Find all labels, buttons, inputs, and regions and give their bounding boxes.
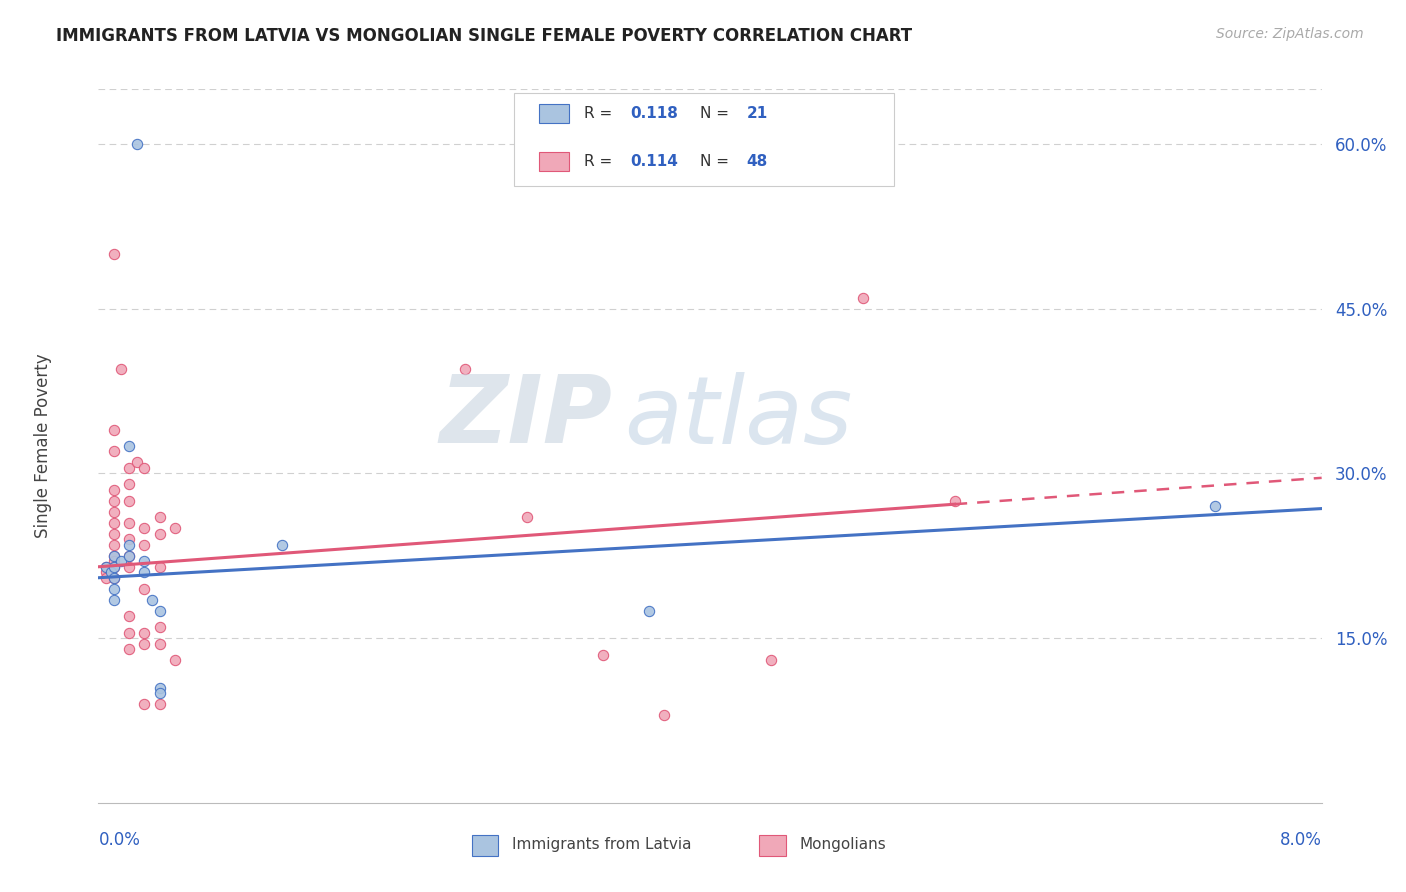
Point bbox=[103, 554, 125, 568]
Text: Single Female Poverty: Single Female Poverty bbox=[34, 354, 52, 538]
Point bbox=[94, 559, 117, 574]
Point bbox=[134, 554, 156, 568]
Text: ZIP: ZIP bbox=[439, 371, 612, 464]
Point bbox=[149, 697, 172, 711]
Point bbox=[118, 439, 141, 453]
Text: N =: N = bbox=[700, 154, 734, 169]
Point bbox=[149, 637, 172, 651]
Text: 48: 48 bbox=[747, 154, 768, 169]
Point bbox=[134, 637, 156, 651]
Point bbox=[516, 510, 538, 524]
Point bbox=[103, 592, 125, 607]
Point bbox=[94, 566, 117, 580]
Bar bbox=[538, 152, 569, 171]
FancyBboxPatch shape bbox=[515, 93, 893, 186]
Text: 0.0%: 0.0% bbox=[98, 831, 141, 849]
Point bbox=[134, 538, 156, 552]
Point bbox=[118, 494, 141, 508]
Point bbox=[103, 505, 125, 519]
Point bbox=[103, 516, 125, 530]
Point bbox=[163, 521, 186, 535]
Text: 21: 21 bbox=[747, 106, 768, 121]
Point bbox=[103, 483, 125, 497]
Point bbox=[163, 653, 186, 667]
Bar bbox=[759, 835, 786, 856]
Point bbox=[149, 620, 172, 634]
Point bbox=[149, 510, 172, 524]
Point bbox=[118, 477, 141, 491]
Point bbox=[118, 533, 141, 547]
Point bbox=[652, 708, 675, 723]
Text: R =: R = bbox=[583, 106, 617, 121]
Point bbox=[118, 538, 141, 552]
Point bbox=[100, 566, 122, 580]
Text: Mongolians: Mongolians bbox=[800, 837, 886, 852]
Point bbox=[118, 549, 141, 563]
Point bbox=[134, 461, 156, 475]
Point bbox=[103, 559, 125, 574]
Point bbox=[118, 461, 141, 475]
Point bbox=[103, 559, 125, 574]
Point bbox=[118, 549, 141, 563]
Text: IMMIGRANTS FROM LATVIA VS MONGOLIAN SINGLE FEMALE POVERTY CORRELATION CHART: IMMIGRANTS FROM LATVIA VS MONGOLIAN SING… bbox=[56, 27, 912, 45]
Point bbox=[592, 648, 614, 662]
Point bbox=[118, 625, 141, 640]
Point bbox=[943, 494, 966, 508]
Bar bbox=[471, 835, 498, 856]
Text: 0.114: 0.114 bbox=[630, 154, 679, 169]
Text: Source: ZipAtlas.com: Source: ZipAtlas.com bbox=[1216, 27, 1364, 41]
Point bbox=[134, 521, 156, 535]
Text: 8.0%: 8.0% bbox=[1279, 831, 1322, 849]
Point bbox=[103, 571, 125, 585]
Bar bbox=[538, 103, 569, 123]
Point bbox=[118, 642, 141, 657]
Point bbox=[118, 516, 141, 530]
Point bbox=[149, 681, 172, 695]
Point bbox=[149, 604, 172, 618]
Point bbox=[103, 538, 125, 552]
Point bbox=[759, 653, 782, 667]
Point bbox=[149, 559, 172, 574]
Point bbox=[110, 362, 132, 376]
Point bbox=[1204, 500, 1226, 514]
Point bbox=[110, 554, 132, 568]
Point bbox=[149, 686, 172, 700]
Point bbox=[94, 559, 117, 574]
Point bbox=[852, 291, 875, 305]
Point bbox=[103, 571, 125, 585]
Point bbox=[134, 625, 156, 640]
Point bbox=[103, 444, 125, 458]
Point bbox=[118, 609, 141, 624]
Point bbox=[94, 571, 117, 585]
Point bbox=[637, 604, 661, 618]
Point bbox=[134, 566, 156, 580]
Point bbox=[103, 582, 125, 596]
Point bbox=[103, 549, 125, 563]
Point bbox=[103, 423, 125, 437]
Point bbox=[134, 697, 156, 711]
Point bbox=[141, 592, 163, 607]
Text: R =: R = bbox=[583, 154, 617, 169]
Point bbox=[103, 247, 125, 261]
Point bbox=[118, 559, 141, 574]
Point bbox=[103, 494, 125, 508]
Text: atlas: atlas bbox=[624, 372, 852, 463]
Point bbox=[134, 582, 156, 596]
Text: N =: N = bbox=[700, 106, 734, 121]
Point bbox=[270, 538, 294, 552]
Text: Immigrants from Latvia: Immigrants from Latvia bbox=[512, 837, 692, 852]
Text: 0.118: 0.118 bbox=[630, 106, 679, 121]
Point bbox=[103, 526, 125, 541]
Point bbox=[103, 549, 125, 563]
Point bbox=[454, 362, 477, 376]
Point bbox=[125, 137, 148, 152]
Point bbox=[149, 526, 172, 541]
Point bbox=[125, 455, 148, 469]
